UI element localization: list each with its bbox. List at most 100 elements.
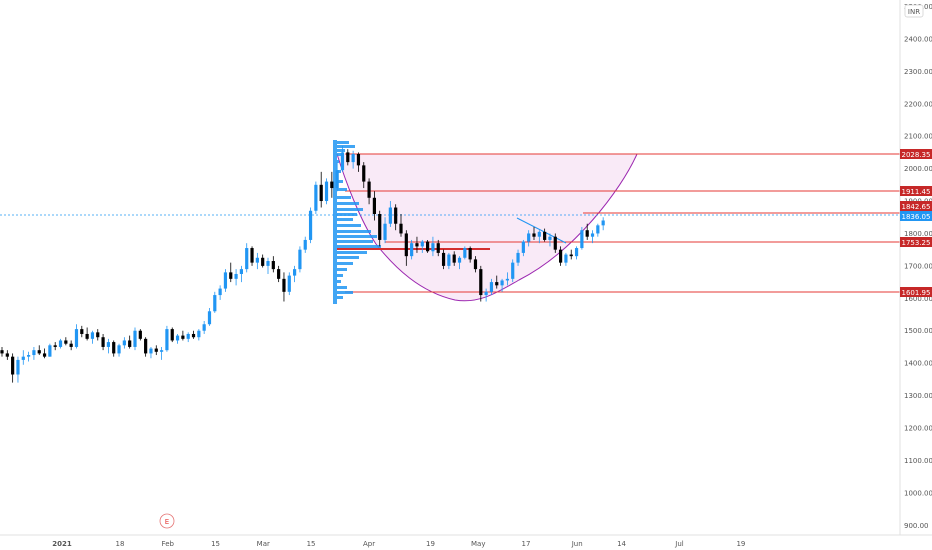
candle bbox=[101, 333, 105, 351]
candle-body bbox=[133, 330, 137, 347]
candle-body bbox=[64, 340, 68, 344]
time-axis[interactable]: 2021 18 Feb 15 Mar 15 Apr 19 May 17 Jun 14 Jul 19 bbox=[52, 540, 745, 548]
candle bbox=[303, 236, 307, 253]
candle-body bbox=[90, 332, 95, 339]
last-price-badge-text: 1836.05 bbox=[902, 213, 931, 221]
candle-body bbox=[399, 223, 403, 234]
candle bbox=[335, 162, 339, 192]
level-badge-2028-text: 2028.35 bbox=[902, 151, 931, 159]
earnings-marker[interactable]: E bbox=[159, 513, 175, 529]
candle bbox=[154, 345, 158, 356]
time-tick-label: Jul bbox=[674, 540, 684, 548]
candle-body bbox=[505, 278, 509, 281]
candle bbox=[441, 249, 446, 270]
time-tick-label: 2021 bbox=[52, 540, 72, 548]
candle-body bbox=[48, 345, 52, 357]
currency-badge[interactable] bbox=[904, 4, 924, 18]
candle bbox=[394, 204, 398, 231]
cup-pattern-curve bbox=[336, 153, 638, 302]
candle bbox=[553, 233, 557, 253]
candle-body bbox=[340, 152, 345, 171]
candle bbox=[457, 256, 462, 270]
candle-body bbox=[495, 282, 499, 286]
candle bbox=[69, 340, 73, 351]
price-tick-label: 1000.00 bbox=[904, 489, 932, 497]
candle bbox=[90, 330, 95, 344]
candle-body bbox=[420, 241, 424, 247]
candle-body bbox=[175, 335, 180, 341]
last-price-badge[interactable]: 1836.05 bbox=[900, 211, 932, 221]
candle bbox=[85, 327, 89, 341]
candle bbox=[590, 230, 595, 244]
candle-body bbox=[128, 340, 132, 347]
candle-body bbox=[378, 214, 382, 240]
candle-body bbox=[415, 243, 419, 247]
candle bbox=[277, 265, 281, 283]
candle-body bbox=[362, 165, 366, 182]
candle bbox=[420, 239, 424, 253]
candle-body bbox=[293, 269, 297, 276]
candle-body bbox=[27, 355, 31, 357]
candle-body bbox=[261, 257, 265, 266]
candle-body bbox=[101, 337, 105, 347]
level-badge-1842[interactable]: 1842.65 bbox=[900, 201, 932, 211]
candlestick-series bbox=[0, 145, 605, 383]
candle bbox=[223, 269, 228, 292]
time-tick-label: 17 bbox=[522, 540, 531, 548]
candle bbox=[383, 217, 387, 244]
candle-body bbox=[394, 207, 398, 224]
candle bbox=[399, 214, 403, 237]
candle bbox=[314, 181, 318, 214]
candle bbox=[133, 327, 137, 351]
candle-body bbox=[314, 184, 318, 211]
level-badge-1842-text: 1842.65 bbox=[902, 203, 931, 211]
candle bbox=[144, 337, 148, 357]
level-badge-1753-text: 1753.25 bbox=[902, 239, 931, 247]
candle-body bbox=[16, 359, 20, 375]
candle bbox=[186, 332, 190, 343]
candle-body bbox=[5, 353, 9, 357]
candle-body bbox=[426, 241, 430, 252]
candle bbox=[527, 230, 531, 247]
candle bbox=[521, 239, 525, 257]
candle-body bbox=[324, 181, 329, 202]
candle bbox=[175, 333, 180, 344]
candle-body bbox=[484, 291, 488, 296]
candle bbox=[308, 207, 313, 244]
candle-body bbox=[319, 184, 323, 202]
level-badge-1601[interactable]: 1601.95 bbox=[900, 287, 932, 297]
level-badge-1753[interactable]: 1753.25 bbox=[900, 237, 932, 247]
candle bbox=[436, 239, 440, 257]
level-badge-1911[interactable]: 1911.45 bbox=[900, 186, 932, 196]
candle bbox=[229, 262, 233, 283]
time-tick-label: 15 bbox=[307, 540, 316, 548]
candle bbox=[266, 257, 270, 274]
candle-body bbox=[160, 350, 164, 352]
candle-body bbox=[0, 350, 4, 354]
candle bbox=[96, 329, 100, 341]
handle-trendline[interactable] bbox=[516, 217, 567, 244]
price-tick-label: 2400.00 bbox=[904, 35, 932, 43]
candle bbox=[564, 252, 568, 266]
candle-body bbox=[181, 335, 185, 339]
candle-body bbox=[186, 333, 190, 339]
candle bbox=[580, 226, 584, 250]
candle bbox=[128, 335, 132, 349]
candle bbox=[207, 308, 212, 326]
candle bbox=[484, 288, 488, 302]
candle bbox=[11, 353, 15, 383]
price-tick-label: 2300.00 bbox=[904, 68, 932, 76]
candle-body bbox=[202, 324, 206, 331]
candle bbox=[106, 338, 110, 354]
level-badge-2028[interactable]: 2028.35 bbox=[900, 149, 932, 159]
candle-body bbox=[287, 275, 291, 292]
candle-body bbox=[511, 262, 515, 279]
candle-body bbox=[239, 269, 243, 274]
price-tick-label: 2100.00 bbox=[904, 133, 932, 141]
time-tick-label: Jun bbox=[571, 540, 583, 548]
time-tick-label: 15 bbox=[211, 540, 220, 548]
candle bbox=[117, 343, 121, 357]
candle-body bbox=[282, 278, 286, 292]
candle bbox=[330, 171, 334, 198]
